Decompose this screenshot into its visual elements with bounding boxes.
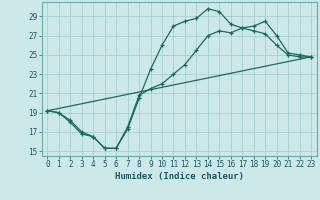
X-axis label: Humidex (Indice chaleur): Humidex (Indice chaleur) — [115, 172, 244, 181]
